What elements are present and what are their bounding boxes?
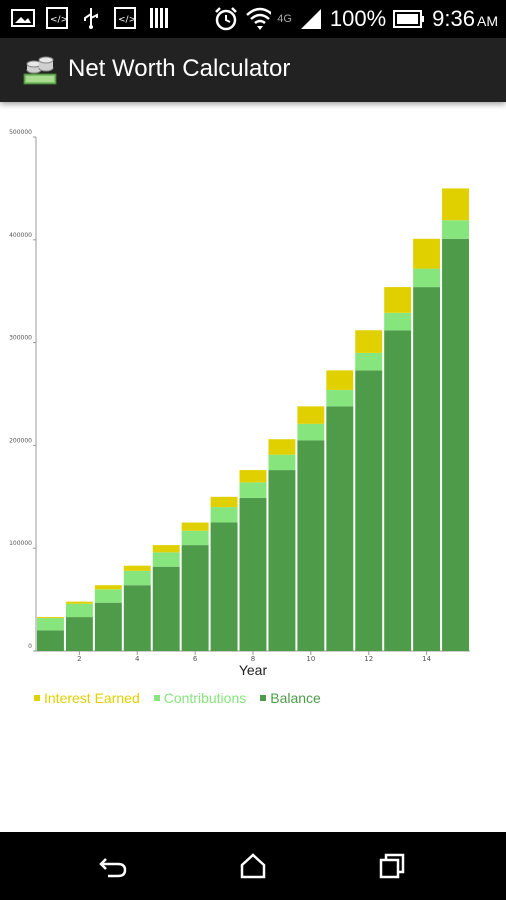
- bar-balance-7: [210, 522, 238, 651]
- image-notification-icon: [10, 6, 36, 30]
- bar-interest-earned-5: [152, 545, 180, 553]
- bar-interest-earned-6: [181, 522, 209, 531]
- bar-interest-earned-11: [326, 370, 354, 390]
- chart-legend: Interest Earned Contributions Balance: [34, 690, 321, 706]
- bar-balance-10: [297, 440, 325, 651]
- signal-icon: [298, 7, 324, 31]
- code-notification-icon: </>: [44, 6, 70, 30]
- network-type-label: 4G: [277, 13, 292, 25]
- bar-interest-earned-9: [268, 439, 296, 455]
- legend-swatch: [34, 695, 40, 701]
- bar-contributions-8: [239, 482, 267, 498]
- svg-text:</>: </>: [118, 15, 136, 25]
- bar-interest-earned-14: [413, 238, 441, 269]
- clock: 9:36 AM: [432, 6, 498, 32]
- bar-balance-13: [384, 330, 412, 651]
- legend-item-interest-earned: Interest Earned: [34, 690, 140, 706]
- bar-contributions-13: [384, 312, 412, 331]
- bar-balance-15: [442, 238, 469, 651]
- legend-item-balance: Balance: [260, 690, 321, 706]
- bar-balance-5: [152, 566, 180, 651]
- bar-balance-9: [268, 470, 296, 651]
- stacked-bar-chart: 0 100000 200000 300000 400000 500000 2 4 6 8 10 12 1…: [0, 110, 506, 730]
- clock-time: 9:36: [432, 6, 475, 31]
- alarm-icon: [213, 7, 239, 31]
- app-title: Net Worth Calculator: [68, 55, 291, 82]
- bar-interest-earned-2: [65, 601, 93, 604]
- status-bar: </> </> 4G 100% 9:36 AM: [0, 0, 506, 38]
- bar-contributions-4: [123, 570, 151, 586]
- app-bar: Net Worth Calculator: [0, 38, 506, 102]
- battery-percent: 100%: [329, 6, 387, 31]
- bar-interest-earned-7: [210, 496, 238, 508]
- bar-contributions-9: [268, 454, 296, 471]
- bar-contributions-12: [355, 352, 383, 371]
- y-tick-label: 100000: [9, 540, 32, 547]
- x-tick-label: 10: [306, 655, 315, 663]
- svg-text:</>: </>: [50, 15, 68, 25]
- code-notification-icon-2: </>: [112, 6, 138, 30]
- x-axis-title: Year: [239, 662, 268, 678]
- bar-balance-1: [37, 630, 64, 651]
- bar-interest-earned-3: [94, 585, 122, 590]
- x-tick-label: 12: [364, 655, 373, 663]
- y-tick-label: 0: [28, 643, 32, 650]
- y-tick-label: 500000: [9, 129, 32, 136]
- bar-balance-2: [65, 617, 93, 651]
- y-tick-label: 300000: [9, 335, 32, 342]
- bar-interest-earned-8: [239, 470, 267, 483]
- back-icon[interactable]: [93, 850, 133, 882]
- recent-apps-icon[interactable]: [372, 850, 412, 882]
- x-tick-label: 2: [77, 655, 81, 663]
- bar-contributions-5: [152, 552, 180, 567]
- notification-icons: </> </>: [10, 6, 172, 30]
- bar-contributions-3: [94, 589, 122, 603]
- y-tick-label: 400000: [9, 232, 32, 239]
- x-tick-label: 14: [422, 655, 431, 663]
- legend-swatch: [260, 695, 267, 701]
- bar-contributions-11: [326, 389, 354, 407]
- x-tick-label: 6: [193, 655, 198, 663]
- legend-label: Interest Earned: [44, 690, 140, 706]
- bar-balance-3: [94, 602, 122, 651]
- home-icon[interactable]: [233, 850, 273, 882]
- bar-balance-6: [181, 545, 209, 651]
- money-stack-icon[interactable]: [22, 52, 58, 88]
- bar-contributions-15: [442, 220, 469, 239]
- system-icons: 4G 100% 9:36 AM: [213, 4, 498, 34]
- bar-balance-14: [413, 287, 441, 651]
- wifi-icon: [245, 7, 272, 31]
- bar-balance-11: [326, 406, 354, 651]
- bar-interest-earned-1: [37, 617, 64, 619]
- bar-contributions-2: [65, 603, 93, 618]
- bar-interest-earned-4: [123, 565, 151, 571]
- usb-icon: [78, 6, 104, 30]
- clock-ampm: AM: [477, 13, 498, 29]
- bar-contributions-6: [181, 530, 209, 546]
- bar-interest-earned-13: [384, 287, 412, 313]
- barcode-icon: [146, 6, 172, 30]
- bar-interest-earned-10: [297, 406, 325, 424]
- battery-icon: [392, 7, 426, 31]
- bar-balance-12: [355, 370, 383, 651]
- bar-interest-earned-15: [442, 188, 469, 221]
- chart-svg: 0 100000 200000 300000 400000 500000 2 4 6 8 10 12 1…: [9, 129, 470, 678]
- legend-label: Contributions: [163, 690, 247, 706]
- bar-balance-8: [239, 497, 267, 651]
- bar-contributions-10: [297, 423, 325, 441]
- bar-contributions-1: [37, 618, 64, 631]
- bar-contributions-7: [210, 507, 238, 523]
- legend-item-contributions: Contributions: [153, 690, 247, 706]
- y-tick-label: 200000: [9, 437, 32, 444]
- bar-balance-4: [123, 585, 151, 651]
- x-tick-label: 8: [251, 655, 255, 663]
- legend-label: Balance: [270, 690, 321, 706]
- bar-contributions-14: [413, 268, 441, 288]
- navigation-bar: [0, 832, 506, 900]
- legend-swatch: [153, 695, 160, 701]
- bar-interest-earned-12: [355, 330, 383, 353]
- x-tick-label: 4: [135, 655, 140, 663]
